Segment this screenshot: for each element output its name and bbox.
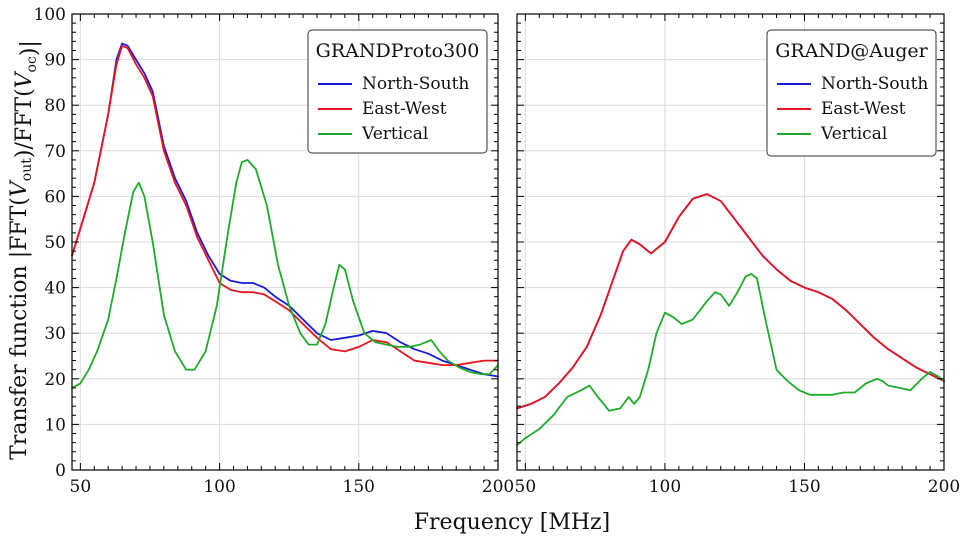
x-axis-title: Frequency [MHz] (414, 510, 610, 535)
y-tick-label: 40 (44, 279, 66, 299)
legend-label: East-West (362, 99, 447, 119)
axis-ticks (517, 13, 945, 471)
panel-grand-auger: 50 100 150 200 GRAND@Auger North-South East-We… (515, 13, 960, 497)
y-axis-title: Transfer function |FFT(Vout)/FFT(Voc)| (7, 40, 42, 460)
series-line-vertical (71, 159, 499, 389)
y-tick-label: 50 (44, 233, 66, 253)
y-tick-label: 80 (44, 96, 66, 116)
y-tick-label: 70 (44, 142, 66, 162)
y-tick-label: 0 (55, 461, 66, 481)
legend-label: East-West (821, 99, 906, 119)
x-tick-label: 50 (515, 477, 537, 497)
x-tick-label: 200 (928, 477, 960, 497)
series-line-north-south (516, 193, 945, 410)
y-tick-label: 30 (44, 324, 66, 344)
legend-label: North-South (362, 74, 469, 94)
y-tick-label: 100 (34, 5, 66, 25)
legend: GRAND@Auger North-South East-West Vertical (766, 29, 937, 157)
legend-box (766, 29, 937, 157)
series-line-vertical (516, 273, 945, 446)
y-tick-label: 60 (44, 187, 66, 207)
legend-title: GRANDProto300 (316, 40, 480, 62)
series-line-east-west (71, 45, 499, 366)
x-tick-label: 100 (649, 477, 681, 497)
axis-ticks (72, 13, 499, 471)
x-tick-label: 150 (343, 477, 375, 497)
legend: GRANDProto300 North-South East-West Vertica… (307, 29, 488, 154)
x-tick-label: 100 (203, 477, 235, 497)
x-tick-label: 150 (788, 477, 820, 497)
axis-titles: Frequency [MHz] Transfer function |FFT(V… (7, 40, 610, 535)
y-tick-label: 20 (44, 370, 66, 390)
series-line-north-south (71, 42, 499, 378)
legend-title: GRAND@Auger (775, 40, 928, 62)
x-tick-label: 200 (482, 477, 514, 497)
series-line-east-west (516, 193, 945, 410)
legend-label: North-South (821, 74, 928, 94)
panel-grandproto300: 50 100 150 200 0 10 20 30 40 50 60 70 80 90 100 GRANDPr… (34, 5, 515, 497)
legend-label: Vertical (820, 124, 887, 144)
y-tick-label: 90 (44, 51, 66, 71)
x-tick-label: 50 (70, 477, 92, 497)
legend-label: Vertical (361, 124, 428, 144)
y-tick-label: 10 (44, 415, 66, 435)
legend-box (307, 29, 488, 154)
